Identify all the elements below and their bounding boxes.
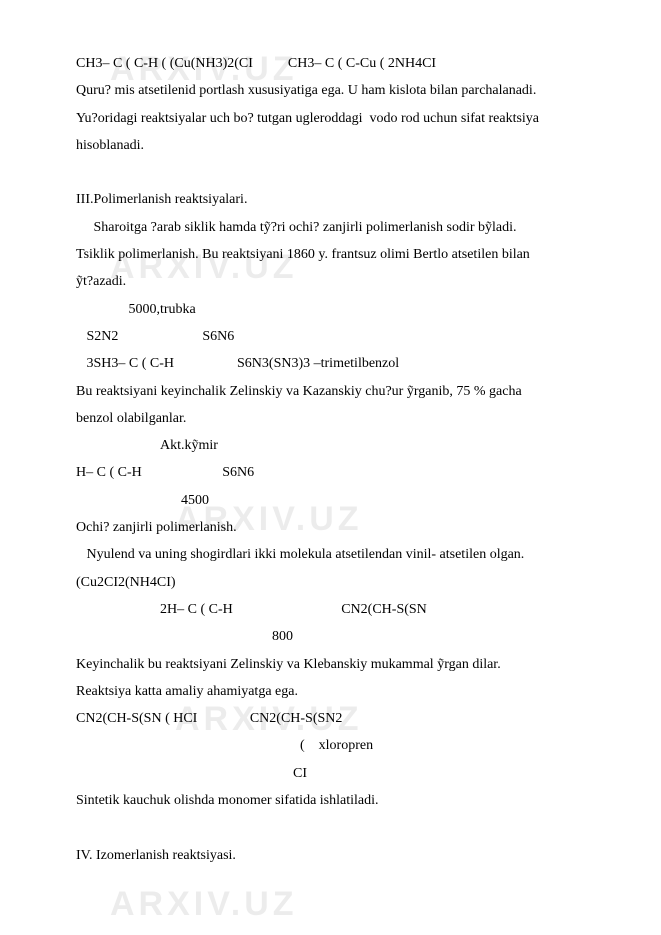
- line-17: 4500: [76, 487, 601, 514]
- document-body: CH3– C ( C-H ( (Cu(NH3)2(CI CH3– C ( C-C…: [76, 50, 601, 869]
- line-5: [76, 159, 601, 186]
- watermark-5: ARXIV.UZ: [110, 885, 298, 924]
- line-6: III.Polimerlanish reaktsiyalari.: [76, 186, 601, 213]
- line-16: H– C ( C-H S6N6: [76, 459, 601, 486]
- line-14: benzol olabilganlar.: [76, 405, 601, 432]
- line-29: [76, 814, 601, 841]
- watermark-text: ARXIV.UZ: [110, 885, 298, 923]
- line-7: Sharoitga ?arab siklik hamda tỹ?ri ochi?…: [76, 214, 601, 241]
- line-28: Sintetik kauchuk olishda monomer sifatid…: [76, 787, 601, 814]
- line-8: Tsiklik polimerlanish. Bu reaktsiyani 18…: [76, 241, 601, 268]
- line-2: Quru? mis atsetilenid portlash xususiyat…: [76, 77, 601, 104]
- line-12: 3SH3– C ( C-H S6N3(SN3)3 –trimetilbenzol: [76, 350, 601, 377]
- line-1: CH3– C ( C-H ( (Cu(NH3)2(CI CH3– C ( C-C…: [76, 50, 601, 77]
- line-21: 2H– C ( C-H CN2(CH-S(SN: [76, 596, 601, 623]
- line-9: ỹt?azadi.: [76, 268, 601, 295]
- line-3: Yu?oridagi reaktsiyalar uch bo? tutgan u…: [76, 105, 601, 132]
- line-24: Reaktsiya katta amaliy ahamiyatga ega.: [76, 678, 601, 705]
- line-18: Ochi? zanjirli polimerlanish.: [76, 514, 601, 541]
- line-4: hisoblanadi.: [76, 132, 601, 159]
- line-13: Bu reaktsiyani keyinchalik Zelinskiy va …: [76, 378, 601, 405]
- line-27: CI: [76, 760, 601, 787]
- line-26: ( xloropren: [76, 732, 601, 759]
- line-30: IV. Izomerlanish reaktsiyasi.: [76, 842, 601, 869]
- line-15: Akt.kỹmir: [76, 432, 601, 459]
- line-11: S2N2 S6N6: [76, 323, 601, 350]
- line-25: CN2(CH-S(SN ( HCI CN2(CH-S(SN2: [76, 705, 601, 732]
- line-10: 5000,trubka: [76, 296, 601, 323]
- line-23: Keyinchalik bu reaktsiyani Zelinskiy va …: [76, 651, 601, 678]
- line-22: 800: [76, 623, 601, 650]
- line-19: Nyulend va uning shogirdlari ikki moleku…: [76, 541, 601, 568]
- line-20: (Cu2CI2(NH4CI): [76, 569, 601, 596]
